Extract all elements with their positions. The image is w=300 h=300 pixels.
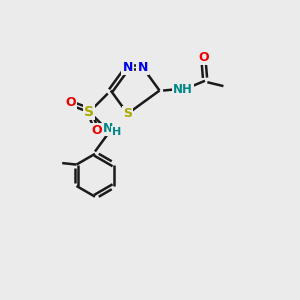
Text: N: N xyxy=(103,122,113,135)
Text: O: O xyxy=(66,96,76,109)
Text: N: N xyxy=(137,61,148,74)
Text: H: H xyxy=(112,127,121,137)
Text: S: S xyxy=(123,107,132,120)
Text: S: S xyxy=(84,105,94,119)
Text: N: N xyxy=(122,61,133,74)
Text: O: O xyxy=(92,124,102,137)
Text: O: O xyxy=(198,51,209,64)
Text: NH: NH xyxy=(173,82,193,96)
